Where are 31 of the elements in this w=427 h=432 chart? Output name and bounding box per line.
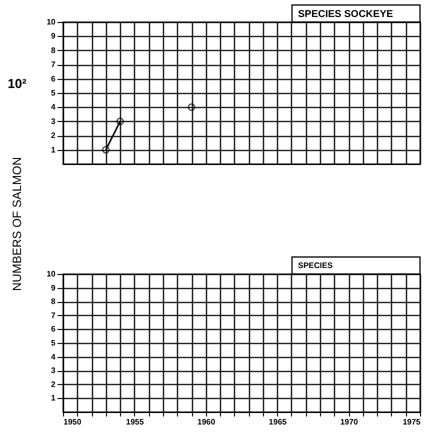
x-tick-label: 1950	[64, 418, 82, 426]
y-tick-label: 2	[51, 131, 56, 140]
point	[116, 118, 124, 126]
y-tick-label: 3	[51, 116, 56, 126]
y-axis-title: NUMBERS OF SALMON	[10, 156, 24, 292]
y-tick-label: 8	[51, 46, 56, 55]
y-tick-label: 10	[46, 18, 56, 26]
y-tick-label: 4	[51, 352, 56, 362]
y-tick-label: 6	[51, 74, 56, 84]
y-tick-label: 6	[51, 324, 56, 334]
x-tick-label: 1965	[268, 418, 288, 426]
y-tick-label: 8	[51, 297, 56, 306]
y-tick-label: 7	[51, 60, 56, 70]
y-tick-label: 9	[51, 32, 56, 41]
y-tick-label: 1	[51, 394, 56, 403]
y-tick-label: 4	[51, 102, 56, 112]
x-tick-label: 1975	[402, 418, 422, 426]
chart-title: SPECIES SOCKEYE	[298, 9, 394, 20]
y-tick-label: 2	[51, 380, 56, 389]
y-tick-label: 5	[51, 338, 56, 348]
y-tick-label: 1	[51, 145, 56, 154]
text: 10²	[8, 76, 28, 91]
chart-title: SPECIES	[298, 261, 334, 270]
x-tick-label: 1970	[340, 418, 359, 426]
y-tick-label: 10	[46, 270, 56, 278]
y-tick-label: 7	[51, 310, 56, 320]
y-tick-label: 9	[51, 283, 56, 292]
x-tick-label: 1960	[197, 418, 216, 426]
y-tick-label: 5	[51, 88, 56, 98]
x-tick-label: 1955	[126, 418, 144, 426]
y-tick-label: 3	[51, 366, 56, 376]
